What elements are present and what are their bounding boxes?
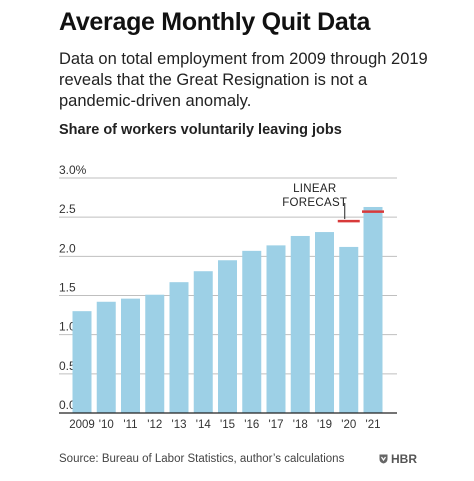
y-tick-label: 2.0 bbox=[59, 241, 76, 255]
bar bbox=[218, 260, 237, 413]
y-tick-label: 0.5 bbox=[59, 359, 76, 373]
hbr-shield-icon bbox=[379, 454, 388, 464]
x-tick-label: '16 bbox=[244, 419, 259, 431]
page-title: Average Monthly Quit Data bbox=[59, 8, 371, 36]
source-note: Source: Bureau of Labor Statistics, auth… bbox=[59, 453, 345, 465]
linear-forecast: LINEAR FORECAST bbox=[282, 183, 384, 223]
bar bbox=[145, 294, 165, 413]
y-tick-label: 1.0 bbox=[59, 320, 76, 334]
bars bbox=[72, 206, 383, 413]
x-tick-label: '21 bbox=[366, 419, 381, 431]
x-tick-label: '17 bbox=[269, 419, 284, 431]
x-tick-label: '10 bbox=[99, 419, 114, 431]
y-tick-label: 2.5 bbox=[59, 202, 76, 216]
y-tick-label: 3.0% bbox=[59, 163, 87, 177]
bar bbox=[169, 282, 189, 413]
bar bbox=[290, 235, 310, 413]
bar bbox=[72, 311, 92, 413]
x-axis: 2009 '10 '11 '12 '13 '14 '15 '16 '17 '18 '19 '20 '21 bbox=[59, 412, 397, 431]
y-tick-label: 0.0 bbox=[59, 398, 76, 412]
brand-text: HBR bbox=[391, 452, 417, 466]
bar bbox=[266, 245, 286, 413]
x-tick-label: '18 bbox=[293, 419, 308, 431]
x-tick-label: '20 bbox=[341, 419, 356, 431]
brand-logo: HBR bbox=[379, 452, 417, 466]
bar bbox=[96, 301, 116, 413]
bar bbox=[315, 232, 334, 413]
bar bbox=[193, 271, 213, 413]
bar bbox=[339, 246, 359, 413]
page-subtitle: Data on total employment from 2009 throu… bbox=[59, 50, 428, 110]
x-tick-label: '19 bbox=[317, 419, 332, 431]
x-tick-label: 2009 bbox=[69, 419, 95, 431]
x-tick-label: '15 bbox=[220, 419, 235, 431]
chart-title: Share of workers voluntarily leaving job… bbox=[59, 122, 342, 138]
bar bbox=[242, 250, 262, 413]
x-tick-label: '11 bbox=[123, 419, 137, 431]
y-tick-label: 1.5 bbox=[59, 281, 76, 295]
bar bbox=[121, 298, 140, 413]
x-tick-label: '14 bbox=[196, 419, 212, 431]
x-tick-label: '12 bbox=[147, 419, 162, 431]
bar bbox=[363, 206, 383, 413]
x-tick-label: '13 bbox=[172, 419, 187, 431]
forecast-label-line2: FORECAST bbox=[282, 197, 347, 209]
forecast-label-line1: LINEAR bbox=[293, 183, 336, 195]
